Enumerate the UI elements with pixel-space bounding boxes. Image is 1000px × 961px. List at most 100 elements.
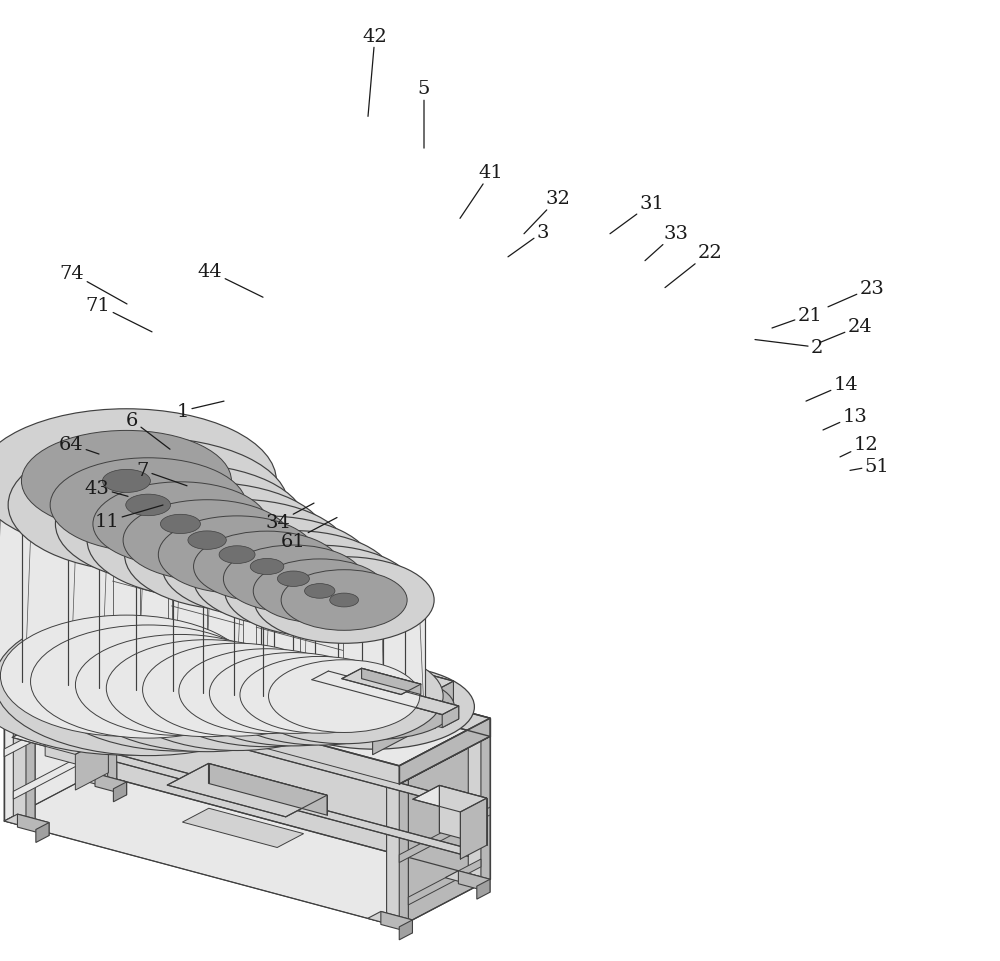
Ellipse shape xyxy=(93,482,268,566)
Text: 3: 3 xyxy=(508,224,549,258)
Polygon shape xyxy=(342,669,421,695)
Polygon shape xyxy=(80,604,453,724)
Ellipse shape xyxy=(162,516,372,617)
Ellipse shape xyxy=(0,600,217,716)
Polygon shape xyxy=(459,730,490,741)
Ellipse shape xyxy=(21,431,231,531)
Text: 14: 14 xyxy=(806,376,858,402)
Ellipse shape xyxy=(102,470,150,493)
Polygon shape xyxy=(13,753,86,800)
Polygon shape xyxy=(312,672,459,715)
Polygon shape xyxy=(161,604,453,712)
Ellipse shape xyxy=(8,438,288,573)
Text: 32: 32 xyxy=(524,190,570,234)
Ellipse shape xyxy=(43,619,318,752)
Ellipse shape xyxy=(274,665,474,750)
Polygon shape xyxy=(0,481,261,676)
Text: 11: 11 xyxy=(95,505,163,530)
Ellipse shape xyxy=(75,625,339,752)
Ellipse shape xyxy=(143,644,332,736)
Ellipse shape xyxy=(123,500,291,580)
Polygon shape xyxy=(22,505,274,681)
Polygon shape xyxy=(399,736,490,926)
Ellipse shape xyxy=(253,559,386,624)
Ellipse shape xyxy=(55,464,305,584)
Polygon shape xyxy=(458,871,490,892)
Text: 44: 44 xyxy=(198,263,263,298)
Polygon shape xyxy=(399,719,490,784)
Ellipse shape xyxy=(209,653,377,733)
Text: 5: 5 xyxy=(418,81,430,149)
Polygon shape xyxy=(86,630,117,642)
Text: 34: 34 xyxy=(266,504,314,531)
Ellipse shape xyxy=(215,645,424,746)
Ellipse shape xyxy=(350,698,398,717)
Text: 22: 22 xyxy=(665,244,722,288)
Polygon shape xyxy=(4,630,490,784)
Ellipse shape xyxy=(0,597,291,755)
Polygon shape xyxy=(399,920,412,940)
Polygon shape xyxy=(368,911,412,926)
Text: 21: 21 xyxy=(772,307,822,329)
Ellipse shape xyxy=(305,584,335,599)
Text: 23: 23 xyxy=(828,280,884,308)
Polygon shape xyxy=(460,799,487,859)
Text: 42: 42 xyxy=(363,28,387,117)
Text: 74: 74 xyxy=(60,265,127,305)
Ellipse shape xyxy=(250,559,284,575)
Ellipse shape xyxy=(0,409,276,554)
Ellipse shape xyxy=(0,615,252,736)
Ellipse shape xyxy=(158,516,316,594)
Polygon shape xyxy=(4,674,35,684)
Polygon shape xyxy=(108,637,117,784)
Ellipse shape xyxy=(113,629,361,751)
Polygon shape xyxy=(408,859,481,905)
Polygon shape xyxy=(4,630,490,784)
Ellipse shape xyxy=(0,607,302,755)
Polygon shape xyxy=(182,808,304,848)
Ellipse shape xyxy=(254,557,434,644)
Polygon shape xyxy=(362,669,421,695)
Ellipse shape xyxy=(183,640,403,746)
Polygon shape xyxy=(477,879,490,899)
Polygon shape xyxy=(4,613,490,766)
Ellipse shape xyxy=(152,636,383,747)
Polygon shape xyxy=(13,674,35,823)
Ellipse shape xyxy=(0,613,190,703)
Text: 7: 7 xyxy=(137,462,187,486)
Ellipse shape xyxy=(245,649,443,744)
Polygon shape xyxy=(17,814,49,836)
Polygon shape xyxy=(399,779,408,926)
Polygon shape xyxy=(4,613,95,678)
Ellipse shape xyxy=(31,626,266,738)
Ellipse shape xyxy=(134,642,359,737)
Polygon shape xyxy=(203,579,383,693)
Polygon shape xyxy=(113,782,127,801)
Text: 31: 31 xyxy=(610,195,664,234)
Polygon shape xyxy=(442,706,459,727)
Polygon shape xyxy=(12,721,108,754)
Text: 61: 61 xyxy=(281,518,337,550)
Polygon shape xyxy=(439,785,487,846)
Ellipse shape xyxy=(160,515,200,534)
Text: 6: 6 xyxy=(126,412,170,450)
Ellipse shape xyxy=(223,546,363,613)
Polygon shape xyxy=(445,871,490,886)
Text: 41: 41 xyxy=(460,164,503,219)
Ellipse shape xyxy=(106,640,308,737)
Text: 43: 43 xyxy=(85,480,128,497)
Polygon shape xyxy=(26,679,35,827)
Ellipse shape xyxy=(47,645,113,672)
Ellipse shape xyxy=(219,679,273,701)
Text: 1: 1 xyxy=(177,402,224,420)
Ellipse shape xyxy=(277,572,309,587)
Ellipse shape xyxy=(294,675,454,740)
Ellipse shape xyxy=(126,495,171,516)
Polygon shape xyxy=(136,555,338,690)
Polygon shape xyxy=(68,525,293,685)
Polygon shape xyxy=(36,823,49,843)
Ellipse shape xyxy=(193,531,393,628)
Polygon shape xyxy=(4,814,49,829)
Text: 71: 71 xyxy=(86,297,152,333)
Polygon shape xyxy=(95,774,127,795)
